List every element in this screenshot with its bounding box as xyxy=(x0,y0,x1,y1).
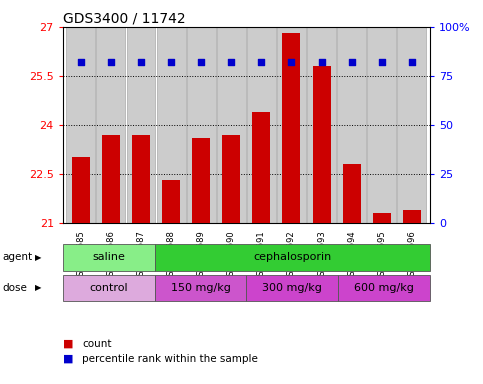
Bar xyxy=(252,112,270,223)
Point xyxy=(378,59,385,65)
Bar xyxy=(403,210,421,223)
Text: 300 mg/kg: 300 mg/kg xyxy=(262,283,322,293)
Text: count: count xyxy=(82,339,112,349)
FancyBboxPatch shape xyxy=(337,27,366,223)
FancyBboxPatch shape xyxy=(66,27,95,223)
Text: GSM253594: GSM253594 xyxy=(347,230,356,281)
Text: GSM253588: GSM253588 xyxy=(167,230,176,281)
Text: GSM253591: GSM253591 xyxy=(257,230,266,281)
Bar xyxy=(222,135,241,223)
Bar xyxy=(313,66,330,223)
Point xyxy=(287,59,295,65)
Bar xyxy=(373,213,391,223)
Point xyxy=(167,59,175,65)
Text: ■: ■ xyxy=(63,339,73,349)
Bar xyxy=(283,33,300,223)
FancyBboxPatch shape xyxy=(398,27,426,223)
Text: control: control xyxy=(89,283,128,293)
Text: GSM253586: GSM253586 xyxy=(106,230,115,281)
FancyBboxPatch shape xyxy=(217,27,246,223)
Text: GSM253592: GSM253592 xyxy=(287,230,296,281)
Text: GSM253590: GSM253590 xyxy=(227,230,236,281)
Bar xyxy=(342,164,361,223)
FancyBboxPatch shape xyxy=(187,27,215,223)
Point xyxy=(348,59,355,65)
FancyBboxPatch shape xyxy=(127,27,156,223)
Text: 600 mg/kg: 600 mg/kg xyxy=(354,283,414,293)
FancyBboxPatch shape xyxy=(367,27,396,223)
Text: GSM253587: GSM253587 xyxy=(137,230,145,281)
Text: ■: ■ xyxy=(63,354,73,364)
Text: saline: saline xyxy=(92,252,125,262)
FancyBboxPatch shape xyxy=(156,27,185,223)
Text: GDS3400 / 11742: GDS3400 / 11742 xyxy=(63,12,185,26)
Point xyxy=(77,59,85,65)
Text: GSM253595: GSM253595 xyxy=(377,230,386,281)
Point xyxy=(318,59,326,65)
Point xyxy=(227,59,235,65)
Text: GSM253596: GSM253596 xyxy=(407,230,416,281)
Text: agent: agent xyxy=(2,252,32,262)
Bar xyxy=(72,157,90,223)
Bar xyxy=(162,180,180,223)
Text: GSM253593: GSM253593 xyxy=(317,230,326,281)
FancyBboxPatch shape xyxy=(277,27,306,223)
Point xyxy=(137,59,145,65)
Point xyxy=(198,59,205,65)
FancyBboxPatch shape xyxy=(307,27,336,223)
Text: percentile rank within the sample: percentile rank within the sample xyxy=(82,354,258,364)
Text: cephalosporin: cephalosporin xyxy=(253,252,331,262)
Point xyxy=(408,59,416,65)
Text: dose: dose xyxy=(2,283,28,293)
Text: 150 mg/kg: 150 mg/kg xyxy=(170,283,230,293)
Bar xyxy=(132,135,150,223)
Text: GSM253589: GSM253589 xyxy=(197,230,206,281)
Text: GSM253585: GSM253585 xyxy=(76,230,85,281)
Point xyxy=(107,59,115,65)
Text: ▶: ▶ xyxy=(35,283,41,293)
Point xyxy=(257,59,265,65)
Bar xyxy=(102,135,120,223)
FancyBboxPatch shape xyxy=(97,27,126,223)
Text: ▶: ▶ xyxy=(35,253,41,262)
Bar xyxy=(192,138,210,223)
FancyBboxPatch shape xyxy=(247,27,276,223)
